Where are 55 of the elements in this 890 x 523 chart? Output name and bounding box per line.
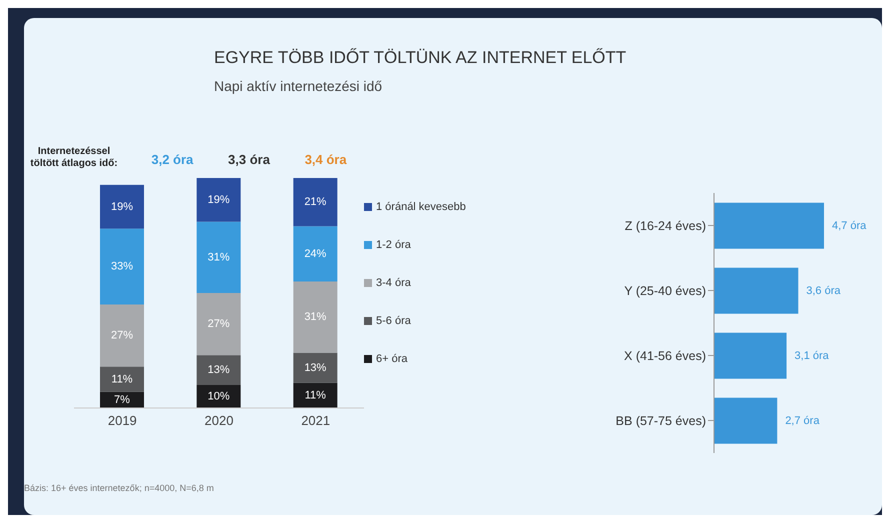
data-label: 3,1 óra — [794, 350, 830, 362]
text: Internetezéssel töltött átlagos idő: — [29, 146, 119, 170]
legend-label: 3-4 óra — [376, 277, 411, 289]
data-label: 3,6 óra — [806, 284, 842, 297]
bar — [714, 398, 778, 444]
data-label: 33% — [110, 260, 134, 273]
data-label: 10% — [208, 390, 230, 402]
y-tick-label: Y (25-40 éves) — [624, 284, 706, 298]
data-label: 27% — [208, 318, 230, 330]
data-label: 27% — [110, 330, 134, 342]
legend-label: 1-2 óra — [376, 239, 411, 251]
data-label: 19% — [110, 200, 134, 213]
bar — [100, 366, 144, 392]
data-label: 4,7 óra — [832, 220, 868, 232]
data-label: 7% — [114, 394, 130, 406]
bar — [293, 382, 338, 408]
bar — [714, 202, 824, 249]
data-label: 11% — [304, 389, 326, 402]
data-label: 31% — [304, 311, 327, 324]
bar — [293, 282, 338, 353]
legend-label: 5-6 óra — [376, 315, 411, 327]
x-tick-label: 2019 — [108, 413, 137, 428]
text: EGYRE TÖBB IDŐT TÖLTÜNK AZ INTERNET ELŐTT — [214, 48, 626, 68]
data-label: 11% — [111, 373, 133, 386]
data-label: 24% — [304, 248, 327, 260]
data-label: 13% — [208, 364, 230, 376]
bar — [293, 352, 338, 383]
bar — [100, 304, 144, 367]
y-tick-label: X (41-56 éves) — [624, 348, 706, 363]
legend-label: 6+ óra — [376, 353, 408, 365]
text: 3,3 óra — [227, 152, 271, 167]
bar — [293, 178, 338, 226]
bar — [196, 355, 241, 385]
bar — [293, 226, 338, 282]
bar — [100, 228, 144, 304]
legend-label: 1 óránál kevesebb — [376, 201, 466, 213]
bar — [100, 184, 144, 229]
bar — [714, 332, 787, 379]
data-label: 31% — [208, 251, 230, 264]
y-tick-label: BB (57-75 éves) — [616, 414, 706, 428]
x-tick-label: 2021 — [301, 413, 330, 428]
text: 3,2 óra — [150, 152, 194, 167]
data-label: 13% — [304, 362, 327, 374]
data-label: 21% — [304, 196, 327, 208]
text: Bázis: 16+ éves internetezők; n=4000, N=6,8 m — [24, 483, 214, 493]
bar — [196, 178, 241, 222]
chart-subtitle: Napi aktív internetezési idő — [214, 78, 382, 94]
bar — [196, 293, 241, 356]
x-tick-label: 2020 — [204, 413, 234, 428]
bar — [714, 268, 798, 314]
y-tick-label: Z (16-24 éves) — [624, 218, 706, 233]
data-label: 19% — [208, 194, 230, 206]
data-label: 2,7 óra — [785, 414, 820, 427]
bar — [196, 222, 241, 293]
text: 3,4 óra — [304, 152, 348, 167]
